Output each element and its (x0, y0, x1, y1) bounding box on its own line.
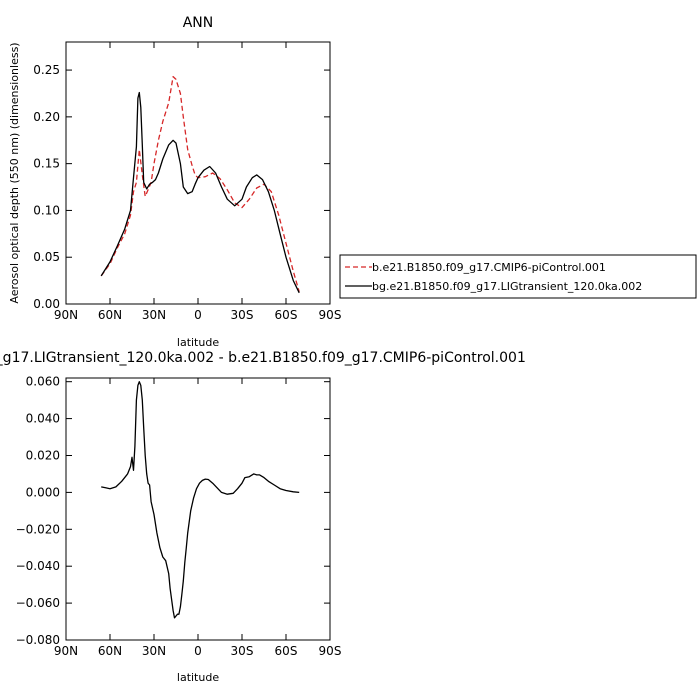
top-x-tick-label: 0 (194, 308, 202, 322)
bottom-plot-title: bg.e21.B1850.f09_g17.LIGtransient_120.0k… (0, 350, 526, 366)
bottom-y-tick-label: −0.040 (16, 559, 60, 573)
top-plot-frame (65, 41, 331, 305)
top-y-axis-title: Aerosol optical depth (550 nm) (dimensio… (8, 42, 21, 303)
bottom-y-tick-label: 0.040 (26, 412, 60, 426)
bottom-x-tick-label: 90N (54, 644, 78, 658)
bottom-y-tick-label: 0.020 (26, 448, 60, 462)
top-y-tick-label: 0.15 (33, 157, 60, 171)
bottom-x-tick-label: 90S (319, 644, 342, 658)
bottom-x-tick-label: 60N (98, 644, 122, 658)
top-plot-title: ANN (183, 15, 214, 31)
top-y-tick-label: 0.05 (33, 250, 60, 264)
bottom-x-tick-label: 0 (194, 644, 202, 658)
top-x-axis-title: latitude (177, 336, 219, 349)
legend-label-picontrol: b.e21.B1850.f09_g17.CMIP6-piControl.001 (372, 261, 606, 274)
top-x-tick-label: 60S (275, 308, 298, 322)
top-x-tick-label: 90S (319, 308, 342, 322)
top-y-tick-label: 0.20 (33, 110, 60, 124)
bottom-x-axis-title: latitude (177, 671, 219, 684)
bottom-y-tick-label: −0.060 (16, 596, 60, 610)
bottom-panel: bg.e21.B1850.f09_g17.LIGtransient_120.0k… (0, 350, 526, 684)
top-x-tick-label: 90N (54, 308, 78, 322)
chart-legend: b.e21.B1850.f09_g17.CMIP6-piControl.001 … (339, 254, 697, 299)
bottom-y-tick-label: 0.060 (26, 375, 60, 389)
top-x-axis: 90N 60N 30N 0 30S 60S 90S (54, 42, 342, 322)
top-series-line-1 (100, 91, 300, 294)
bottom-series-lines (101, 381, 300, 619)
top-y-tick-label: 0.00 (33, 297, 60, 311)
bottom-x-tick-label: 30N (142, 644, 166, 658)
top-x-tick-label: 30N (142, 308, 166, 322)
bottom-series-line-0 (101, 381, 300, 619)
top-y-tick-label: 0.10 (33, 203, 60, 217)
top-x-tick-label: 60N (98, 308, 122, 322)
top-x-tick-label: 30S (231, 308, 254, 322)
top-series-lines (100, 75, 300, 294)
bottom-y-tick-label: 0.000 (26, 485, 60, 499)
bottom-y-axis: 0.060 0.040 0.020 0.000 −0.020 −0.040 −0.060 −0… (16, 375, 330, 647)
top-series-line-0 (100, 75, 300, 292)
bottom-y-tick-label: −0.080 (16, 633, 60, 647)
top-y-axis: 0.00 0.05 0.10 0.15 0.20 0.25 (33, 63, 330, 311)
legend-box (339, 254, 697, 299)
bottom-x-tick-label: 30S (231, 644, 254, 658)
top-panel: ANN 90N 60N 30N 0 30S 60S 90S 0.00 0.05 0.10 0.15… (8, 15, 341, 349)
top-y-tick-label: 0.25 (33, 63, 60, 77)
bottom-y-tick-label: −0.020 (16, 522, 60, 536)
bottom-x-axis: 90N 60N 30N 0 30S 60S 90S (54, 378, 342, 658)
bottom-plot-frame (65, 377, 331, 641)
legend-label-ligtransient: bg.e21.B1850.f09_g17.LIGtransient_120.0k… (372, 280, 642, 293)
bottom-x-tick-label: 60S (275, 644, 298, 658)
